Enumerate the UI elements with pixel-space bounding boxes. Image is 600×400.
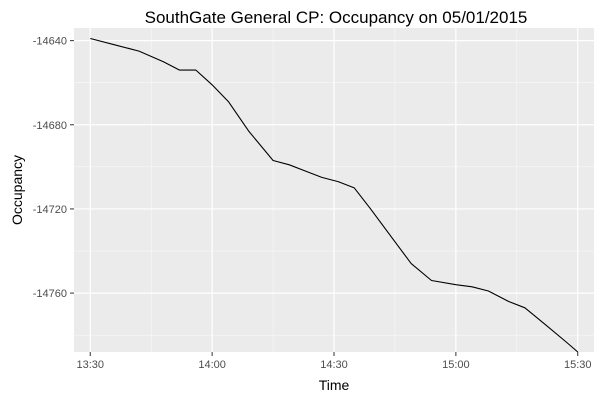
x-tick-label: 13:30 (76, 359, 104, 371)
x-tick-label: 15:30 (564, 359, 592, 371)
x-tick-label: 15:00 (442, 359, 470, 371)
y-tick-label: -14760 (33, 288, 67, 300)
x-tick-label: 14:00 (198, 359, 226, 371)
y-axis: -14640 -14680 -14720 -14760 (33, 36, 74, 300)
series-layer (90, 37, 579, 353)
x-tick-label: 14:30 (320, 359, 348, 371)
x-axis: 13:30 14:00 14:30 15:00 15:30 (76, 352, 592, 371)
y-tick-label: -14720 (33, 204, 67, 216)
y-tick-label: -14680 (33, 120, 67, 132)
occupancy-line (90, 37, 579, 353)
y-axis-label: Occupancy (9, 155, 25, 225)
major-gridlines (74, 28, 594, 352)
x-axis-label: Time (319, 377, 350, 393)
chart-title: SouthGate General CP: Occupancy on 05/01… (145, 8, 528, 27)
y-tick-label: -14640 (33, 36, 67, 48)
